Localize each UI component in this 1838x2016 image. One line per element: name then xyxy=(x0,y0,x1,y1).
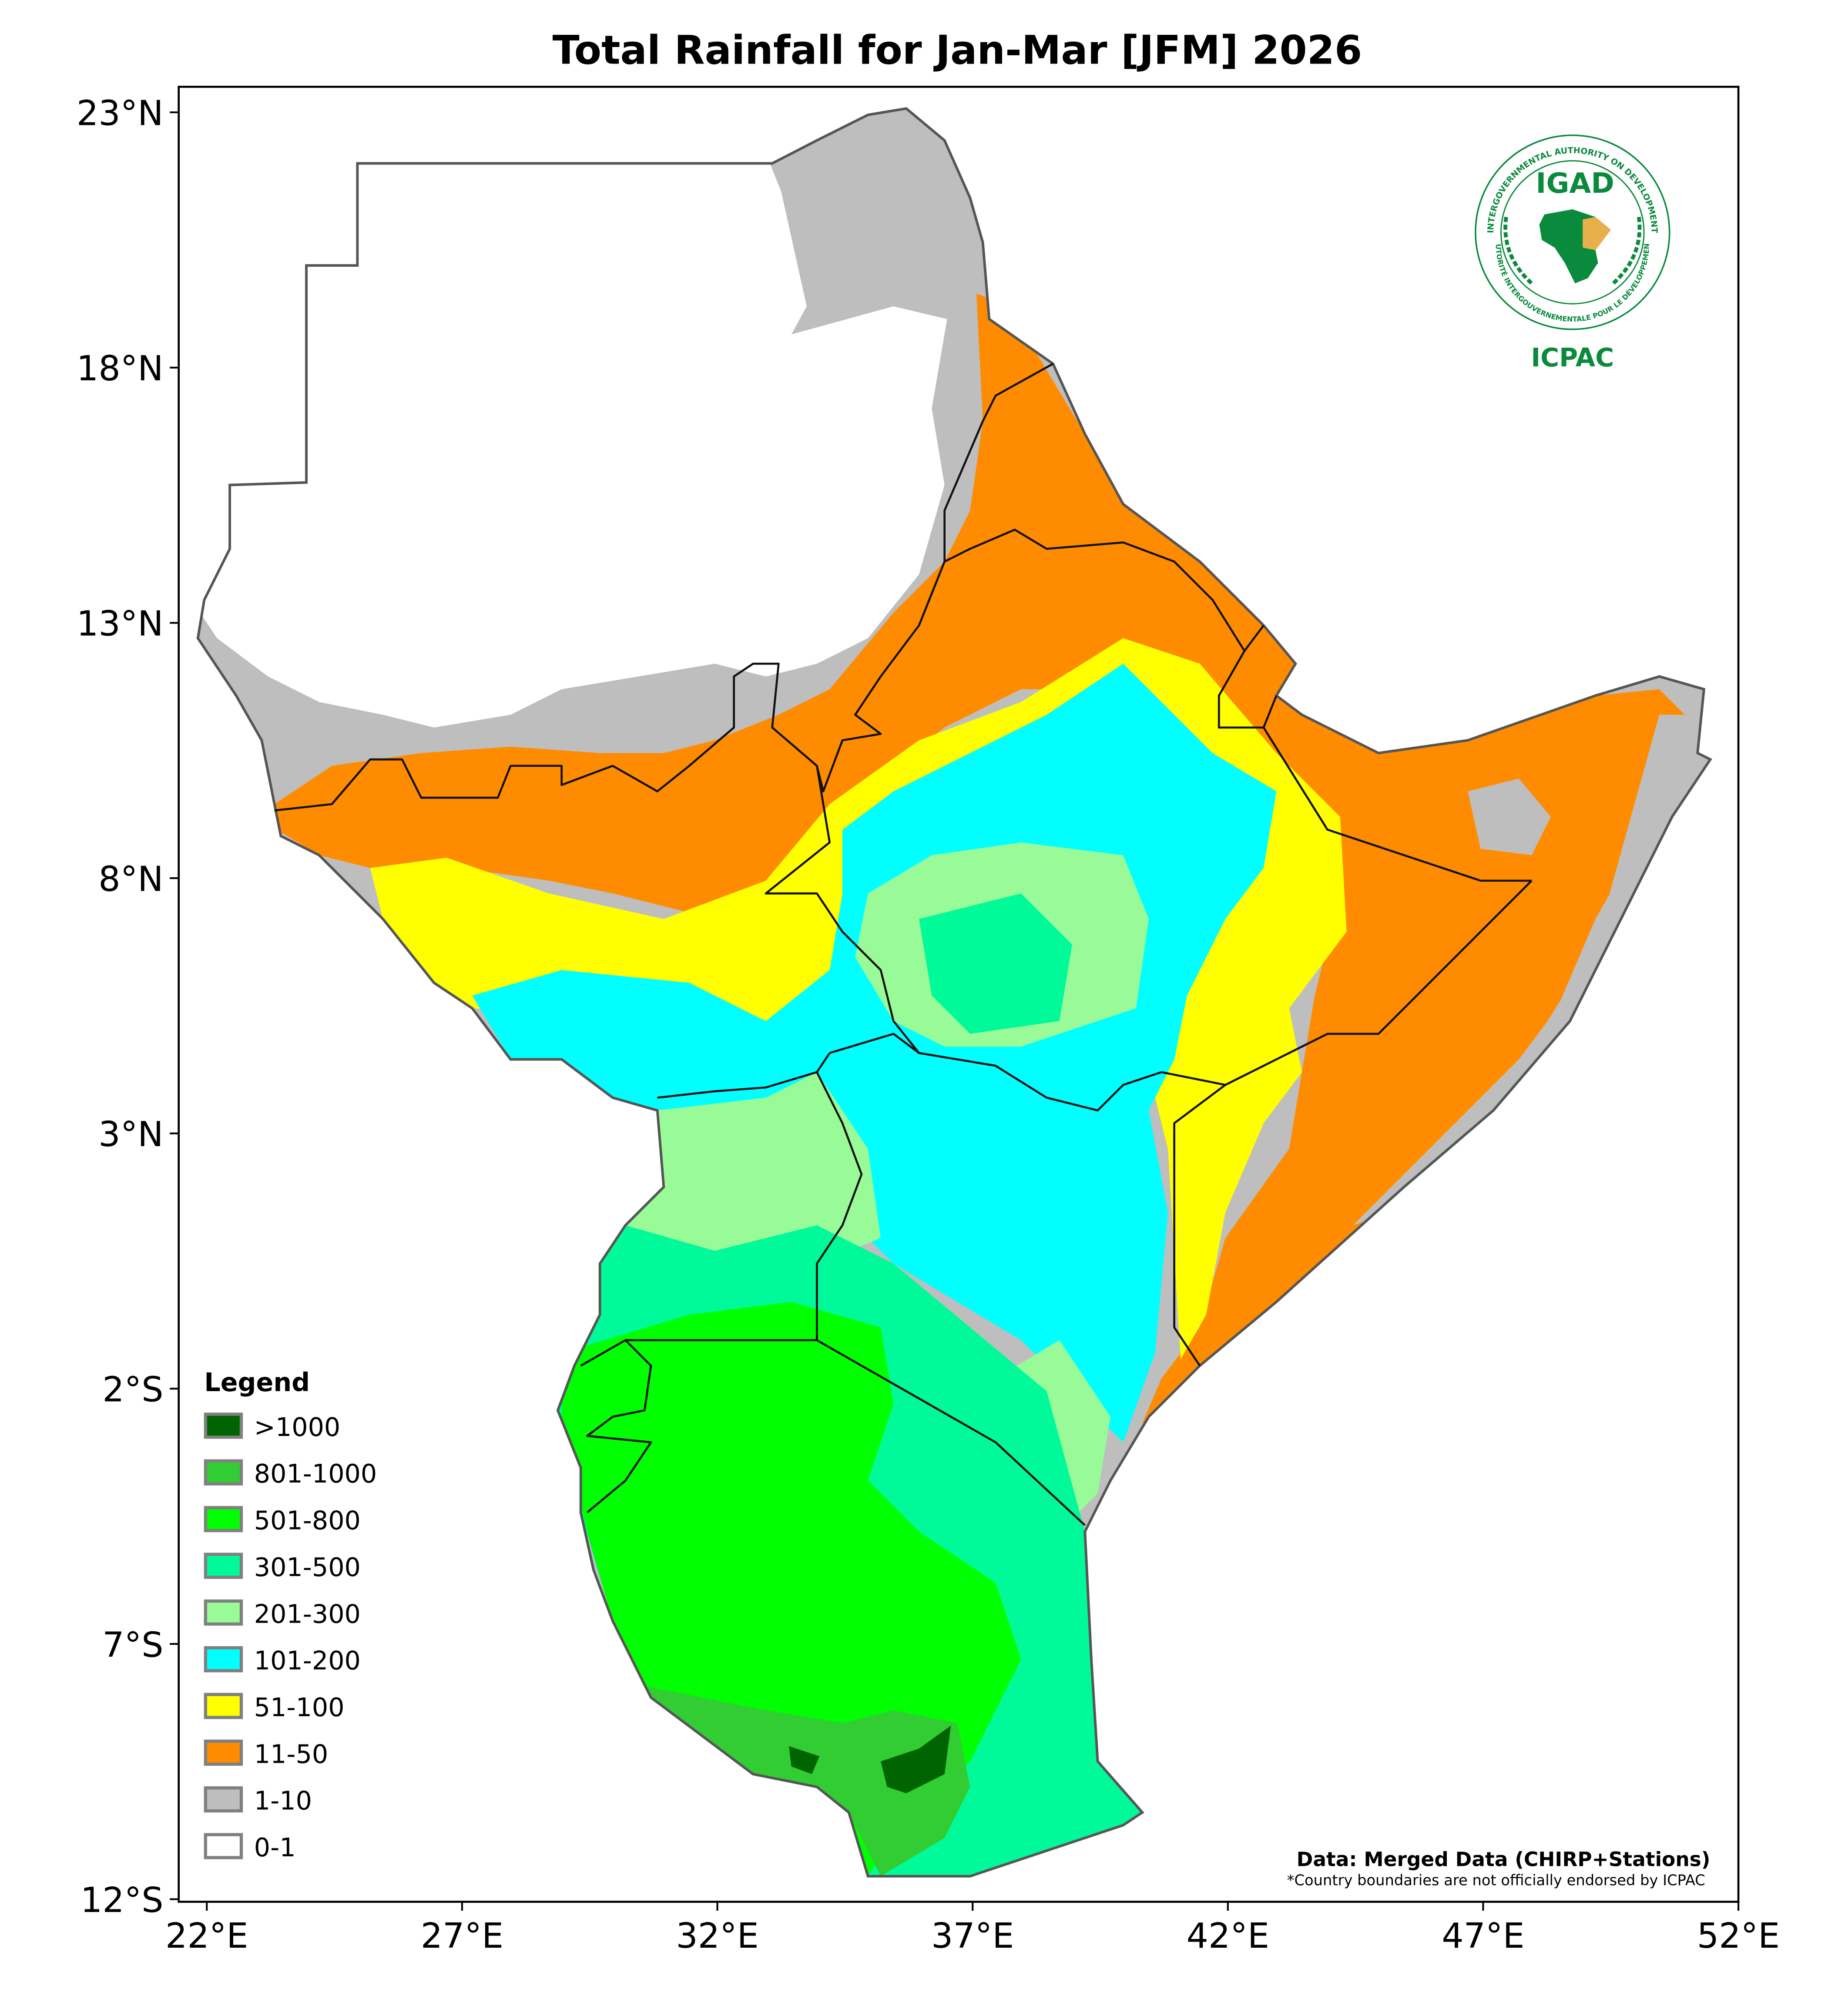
legend-label: 1-10 xyxy=(254,1786,312,1816)
x-tick-label: 32°E xyxy=(676,1915,758,1956)
y-tick-label: 18°N xyxy=(77,348,164,389)
legend-label: 101-200 xyxy=(254,1646,361,1676)
data-source-note: Data: Merged Data (CHIRP+Stations) xyxy=(1297,1848,1711,1871)
x-tick-label: 47°E xyxy=(1442,1915,1524,1956)
legend-label: 801-1000 xyxy=(254,1459,377,1489)
y-tick-label: 3°N xyxy=(98,1114,163,1154)
legend-swatch xyxy=(204,1833,243,1859)
legend-label: 501-800 xyxy=(254,1506,361,1536)
boundary-disclaimer: *Country boundaries are not officially e… xyxy=(1287,1872,1705,1889)
zone-801-1000 xyxy=(638,1684,970,1876)
y-axis: 23°N 18°N 13°N 8°N 3°N 2°S 7°S 12°S xyxy=(77,93,179,1920)
x-tick-label: 37°E xyxy=(931,1915,1014,1956)
x-tick-label: 22°E xyxy=(165,1915,248,1956)
legend: Legend >1000 801-1000 501-800 301-500 201-30… xyxy=(204,1368,377,1862)
legend-swatch xyxy=(204,1786,243,1813)
legend-swatch xyxy=(204,1739,243,1766)
axes-frame xyxy=(178,86,1740,1903)
y-tick-label: 8°N xyxy=(98,859,163,899)
map-title: Total Rainfall for Jan-Mar [JFM] 2026 xyxy=(553,28,1362,74)
logo-igad: IGAD xyxy=(1536,167,1614,200)
zone-over-1000-2 xyxy=(788,1746,820,1774)
horn-of-africa-icon xyxy=(1583,217,1611,250)
zone-1-10-somalia-coast xyxy=(1353,714,1711,1225)
legend-label: >1000 xyxy=(254,1412,340,1442)
zone-301-500-ethiopia xyxy=(919,893,1072,1034)
y-tick-label: 7°S xyxy=(102,1624,163,1665)
y-tick-label: 13°N xyxy=(77,604,164,644)
x-tick-label: 52°E xyxy=(1697,1915,1780,1956)
laurel-left-icon xyxy=(1503,217,1533,285)
zone-11-50 xyxy=(255,293,1685,1423)
zone-1-10-somalia xyxy=(1468,778,1551,855)
legend-label: 11-50 xyxy=(254,1739,328,1769)
legend-swatch xyxy=(204,1693,243,1719)
legend-label: 0-1 xyxy=(254,1833,296,1862)
legend-label: 301-500 xyxy=(254,1553,361,1582)
x-tick-label: 42°E xyxy=(1187,1915,1269,1956)
country-borders xyxy=(274,362,1533,1526)
legend-label: 51-100 xyxy=(254,1693,345,1722)
legend-swatch xyxy=(204,1459,243,1486)
legend-label: 201-300 xyxy=(254,1599,361,1629)
zone-0-1 xyxy=(198,153,947,728)
x-axis: 22°E 27°E 32°E 37°E 42°E 47°E 52°E xyxy=(165,1902,1780,1956)
legend-swatch xyxy=(204,1599,243,1626)
legend-title: Legend xyxy=(204,1368,310,1397)
y-tick-label: 2°S xyxy=(102,1369,163,1410)
logo-icpac: ICPAC xyxy=(1531,343,1614,372)
legend-swatch xyxy=(204,1506,243,1533)
y-tick-label: 23°N xyxy=(77,93,164,133)
laurel-right-icon xyxy=(1612,217,1642,285)
legend-swatch xyxy=(204,1553,243,1579)
y-tick-label: 12°S xyxy=(80,1880,164,1920)
legend-swatch xyxy=(204,1646,243,1673)
legend-swatch xyxy=(204,1412,243,1439)
x-tick-label: 27°E xyxy=(421,1915,503,1956)
zone-over-1000 xyxy=(881,1725,951,1794)
